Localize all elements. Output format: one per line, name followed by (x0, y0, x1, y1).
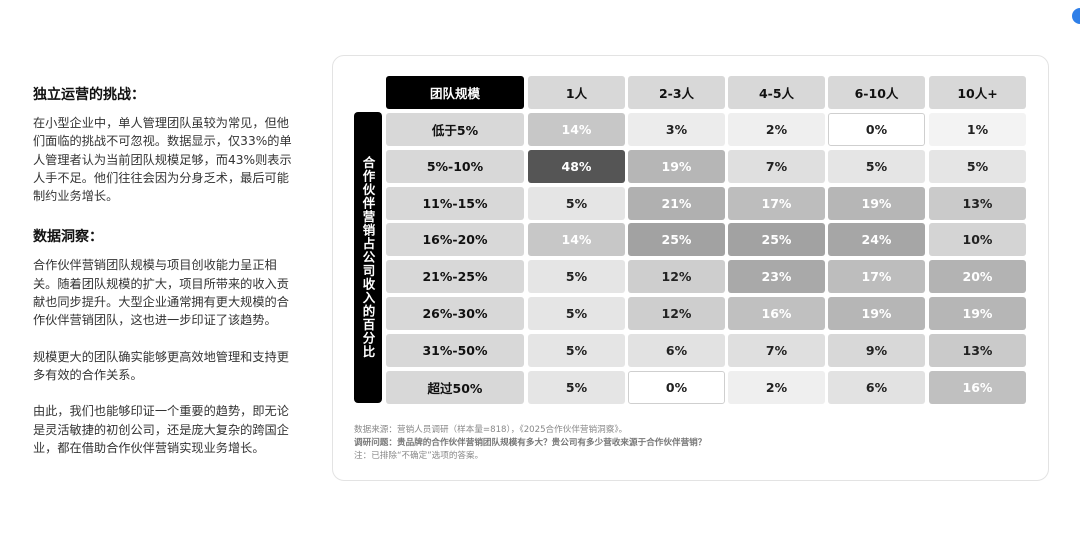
heatmap-cell: 19% (828, 297, 925, 330)
heatmap-cell: 13% (929, 334, 1026, 367)
heatmap-cell: 1% (929, 113, 1026, 146)
section-title-challenge: 独立运营的挑战： (33, 87, 145, 103)
heatmap-cell: 5% (929, 150, 1026, 183)
heatmap-cell: 14% (528, 223, 625, 256)
heatmap-cell: 25% (628, 223, 725, 256)
challenge-paragraph: 在小型企业中，单人管理团队虽较为常见，但他们面临的挑战不可忽视。数据显示，仅33… (33, 116, 292, 204)
heatmap-cell: 13% (929, 187, 1026, 220)
heatmap-cell: 5% (528, 260, 625, 293)
heatmap-cell: 2% (728, 371, 825, 404)
heatmap-cell: 12% (628, 297, 725, 330)
heatmap-cell: 16% (929, 371, 1026, 404)
row-header: 31%-50% (386, 334, 524, 367)
heatmap-cell: 6% (828, 371, 925, 404)
insight-paragraph-3: 由此，我们也能够印证一个重要的趋势，即无论是灵活敏捷的初创公司，还是庞大复杂的跨… (33, 404, 289, 455)
heatmap-cell: 12% (628, 260, 725, 293)
heatmap-cell: 0% (828, 113, 925, 146)
heatmap-cell: 14% (528, 113, 625, 146)
heatmap-cell: 19% (628, 150, 725, 183)
insight-panel: 独立运营的挑战： 在小型企业中，单人管理团队虽较为常见，但他们面临的挑战不可忽视… (33, 84, 301, 468)
heatmap-cell: 5% (528, 187, 625, 220)
heatmap-cell: 5% (528, 334, 625, 367)
heatmap-cell: 0% (628, 371, 725, 404)
footnote-source: 数据来源：营销人员调研（样本量=818），《2025合作伙伴营销洞察》。 (354, 425, 628, 435)
heatmap-cell: 9% (828, 334, 925, 367)
column-header: 10人+ (929, 76, 1026, 109)
heatmap-cell: 23% (728, 260, 825, 293)
heatmap-cell: 48% (528, 150, 625, 183)
footnote-question: 调研问题：贵品牌的合作伙伴营销团队规模有多大？贵公司有多少营收来源于合作伙伴营销… (354, 438, 707, 448)
heatmap-cell: 7% (728, 150, 825, 183)
row-header: 超过50% (386, 371, 524, 404)
column-header: 6-10人 (828, 76, 925, 109)
column-header: 4-5人 (728, 76, 825, 109)
column-header-corner: 团队规模 (386, 76, 524, 109)
row-header: 16%-20% (386, 223, 524, 256)
heatmap-cell: 19% (828, 187, 925, 220)
heatmap-cell: 17% (828, 260, 925, 293)
heatmap-cell: 5% (528, 297, 625, 330)
insight-paragraph-1: 合作伙伴营销团队规模与项目创收能力呈正相关。随着团队规模的扩大，项目所带来的收入… (33, 258, 289, 328)
row-header: 26%-30% (386, 297, 524, 330)
row-header: 低于5% (386, 113, 524, 146)
heatmap-cell: 6% (628, 334, 725, 367)
footnote-note: 注：已排除“不确定”选项的答案。 (354, 451, 484, 461)
heatmap-cell: 20% (929, 260, 1026, 293)
section-title-insight: 数据洞察： (33, 229, 103, 246)
heatmap-cell: 24% (828, 223, 925, 256)
y-axis-label: 合作伙伴营销占公司收入的百分比 (354, 112, 382, 403)
insight-paragraph-2: 规模更大的团队确实能够更高效地管理和支持更多有效的合作关系。 (33, 349, 289, 382)
heatmap-cell: 19% (929, 297, 1026, 330)
column-header: 2-3人 (628, 76, 725, 109)
heatmap-cell: 5% (828, 150, 925, 183)
heatmap-cell: 5% (528, 371, 625, 404)
row-header: 11%-15% (386, 187, 524, 220)
floating-action-icon[interactable] (1072, 8, 1080, 24)
heatmap-cell: 25% (728, 223, 825, 256)
column-header: 1人 (528, 76, 625, 109)
heatmap-cell: 7% (728, 334, 825, 367)
heatmap-cell: 10% (929, 223, 1026, 256)
heatmap-cell: 2% (728, 113, 825, 146)
row-header: 5%-10% (386, 150, 524, 183)
heatmap-cell: 16% (728, 297, 825, 330)
row-header: 21%-25% (386, 260, 524, 293)
heatmap-cell: 21% (628, 187, 725, 220)
heatmap-cell: 3% (628, 113, 725, 146)
heatmap-cell: 17% (728, 187, 825, 220)
